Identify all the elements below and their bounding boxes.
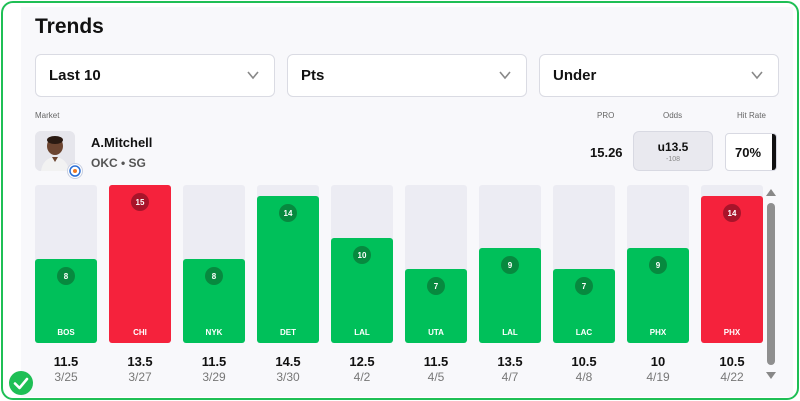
trend-bar[interactable]: 10 LAL	[331, 185, 393, 343]
bar-opponent-label: PHX	[723, 328, 741, 337]
game-line-value: 13.5	[497, 354, 523, 369]
trend-bar[interactable]: 7 UTA	[405, 185, 467, 343]
game-date-label: 4/22	[720, 370, 744, 384]
bar-fill: 8 BOS	[35, 259, 97, 343]
game-line-value: 14.5	[275, 354, 301, 369]
game-line-value: 13.5	[127, 354, 153, 369]
chevron-down-icon	[751, 71, 763, 80]
bar-opponent-label: UTA	[428, 328, 444, 337]
scrollbar-thumb[interactable]	[767, 203, 775, 365]
pro-value: 15.26	[590, 145, 623, 160]
bar-fill: 14 DET	[257, 196, 319, 343]
chevron-down-icon	[247, 71, 259, 80]
check-circle-icon	[9, 371, 33, 395]
player-name: A.Mitchell	[91, 135, 153, 150]
game-date-label: 4/8	[575, 370, 593, 384]
range-dropdown-label: Last 10	[49, 67, 101, 84]
game-date-label: 3/25	[54, 370, 78, 384]
game-date-label: 4/19	[646, 370, 670, 384]
odds-column-label: Odds	[663, 111, 683, 120]
hit-rate-value: 70%	[734, 144, 762, 160]
bar-value-badge: 15	[131, 193, 149, 211]
player-team-position: OKC • SG	[91, 156, 146, 170]
chevron-down-icon	[499, 71, 511, 80]
page-title: Trends	[35, 15, 104, 38]
player-avatar	[35, 131, 75, 171]
bar-value-badge: 8	[57, 267, 75, 285]
bar-fill: 10 LAL	[331, 238, 393, 343]
bar-fill: 7 LAC	[553, 269, 615, 343]
trend-bar[interactable]: 8 BOS	[35, 185, 97, 343]
trend-bar[interactable]: 15 CHI	[109, 185, 171, 343]
game-line-value: 12.5	[349, 354, 375, 369]
bar-opponent-label: CHI	[133, 328, 147, 337]
game-date-label: 4/5	[427, 370, 445, 384]
trend-bar[interactable]: 8 NYK	[183, 185, 245, 343]
bar-opponent-label: LAL	[354, 328, 370, 337]
bar-opponent-label: DET	[280, 328, 296, 337]
bar-value-badge: 14	[723, 204, 741, 222]
bar-opponent-label: BOS	[57, 328, 75, 337]
game-date-label: 3/29	[202, 370, 226, 384]
game-date-label: 3/27	[128, 370, 152, 384]
bar-fill: 8 NYK	[183, 259, 245, 343]
bar-opponent-label: LAL	[502, 328, 518, 337]
trend-bar[interactable]: 14 DET	[257, 185, 319, 343]
game-date-label: 4/7	[501, 370, 519, 384]
trend-bar[interactable]: 7 LAC	[553, 185, 615, 343]
stat-dropdown-label: Pts	[301, 67, 325, 84]
side-dropdown-label: Under	[553, 67, 597, 84]
bar-fill: 15 CHI	[109, 185, 171, 343]
market-column-label: Market	[35, 111, 60, 120]
game-line-value: 10.5	[571, 354, 597, 369]
bar-opponent-label: NYK	[205, 328, 223, 337]
game-line-value: 10	[650, 354, 666, 369]
bar-fill: 9 LAL	[479, 248, 541, 343]
bar-opponent-label: PHX	[649, 328, 667, 337]
odds-line: u13.5	[657, 140, 689, 154]
trend-bar[interactable]: 14 PHX	[701, 185, 763, 343]
bar-fill: 14 PHX	[701, 196, 763, 343]
bar-fill: 9 PHX	[627, 248, 689, 343]
bar-value-badge: 9	[649, 256, 667, 274]
bar-value-badge: 8	[205, 267, 223, 285]
trend-bar[interactable]: 9 LAL	[479, 185, 541, 343]
player-headshot-icon	[35, 131, 75, 171]
trend-bar[interactable]: 9 PHX	[627, 185, 689, 343]
bar-value-badge: 10	[353, 246, 371, 264]
game-line-value: 11.5	[53, 354, 79, 369]
game-line-value: 11.5	[201, 354, 227, 369]
bar-value-badge: 7	[427, 277, 445, 295]
game-line-value: 10.5	[719, 354, 745, 369]
trends-card: Trends Last 10 Pts Under Market PRO Odds…	[21, 7, 793, 397]
side-dropdown[interactable]: Under	[539, 54, 779, 97]
game-date-label: 3/30	[276, 370, 300, 384]
bar-value-badge: 9	[501, 256, 519, 274]
bar-value-badge: 14	[279, 204, 297, 222]
game-line-value: 11.5	[423, 354, 449, 369]
team-logo-icon	[67, 163, 83, 179]
game-date-label: 4/2	[353, 370, 371, 384]
hit-rate-edge	[772, 134, 776, 170]
bar-value-badge: 7	[575, 277, 593, 295]
scroll-up-icon[interactable]	[766, 189, 776, 196]
hit-rate-column-label: Hit Rate	[737, 111, 766, 120]
stat-dropdown[interactable]: Pts	[287, 54, 527, 97]
range-dropdown[interactable]: Last 10	[35, 54, 275, 97]
bar-opponent-label: LAC	[575, 328, 593, 337]
hit-rate-box: 70%	[725, 133, 777, 171]
scroll-down-icon[interactable]	[766, 372, 776, 379]
odds-price: -108	[665, 156, 680, 163]
bar-fill: 7 UTA	[405, 269, 467, 343]
pro-column-label: PRO	[597, 111, 615, 120]
odds-button[interactable]: u13.5 -108	[633, 131, 713, 171]
